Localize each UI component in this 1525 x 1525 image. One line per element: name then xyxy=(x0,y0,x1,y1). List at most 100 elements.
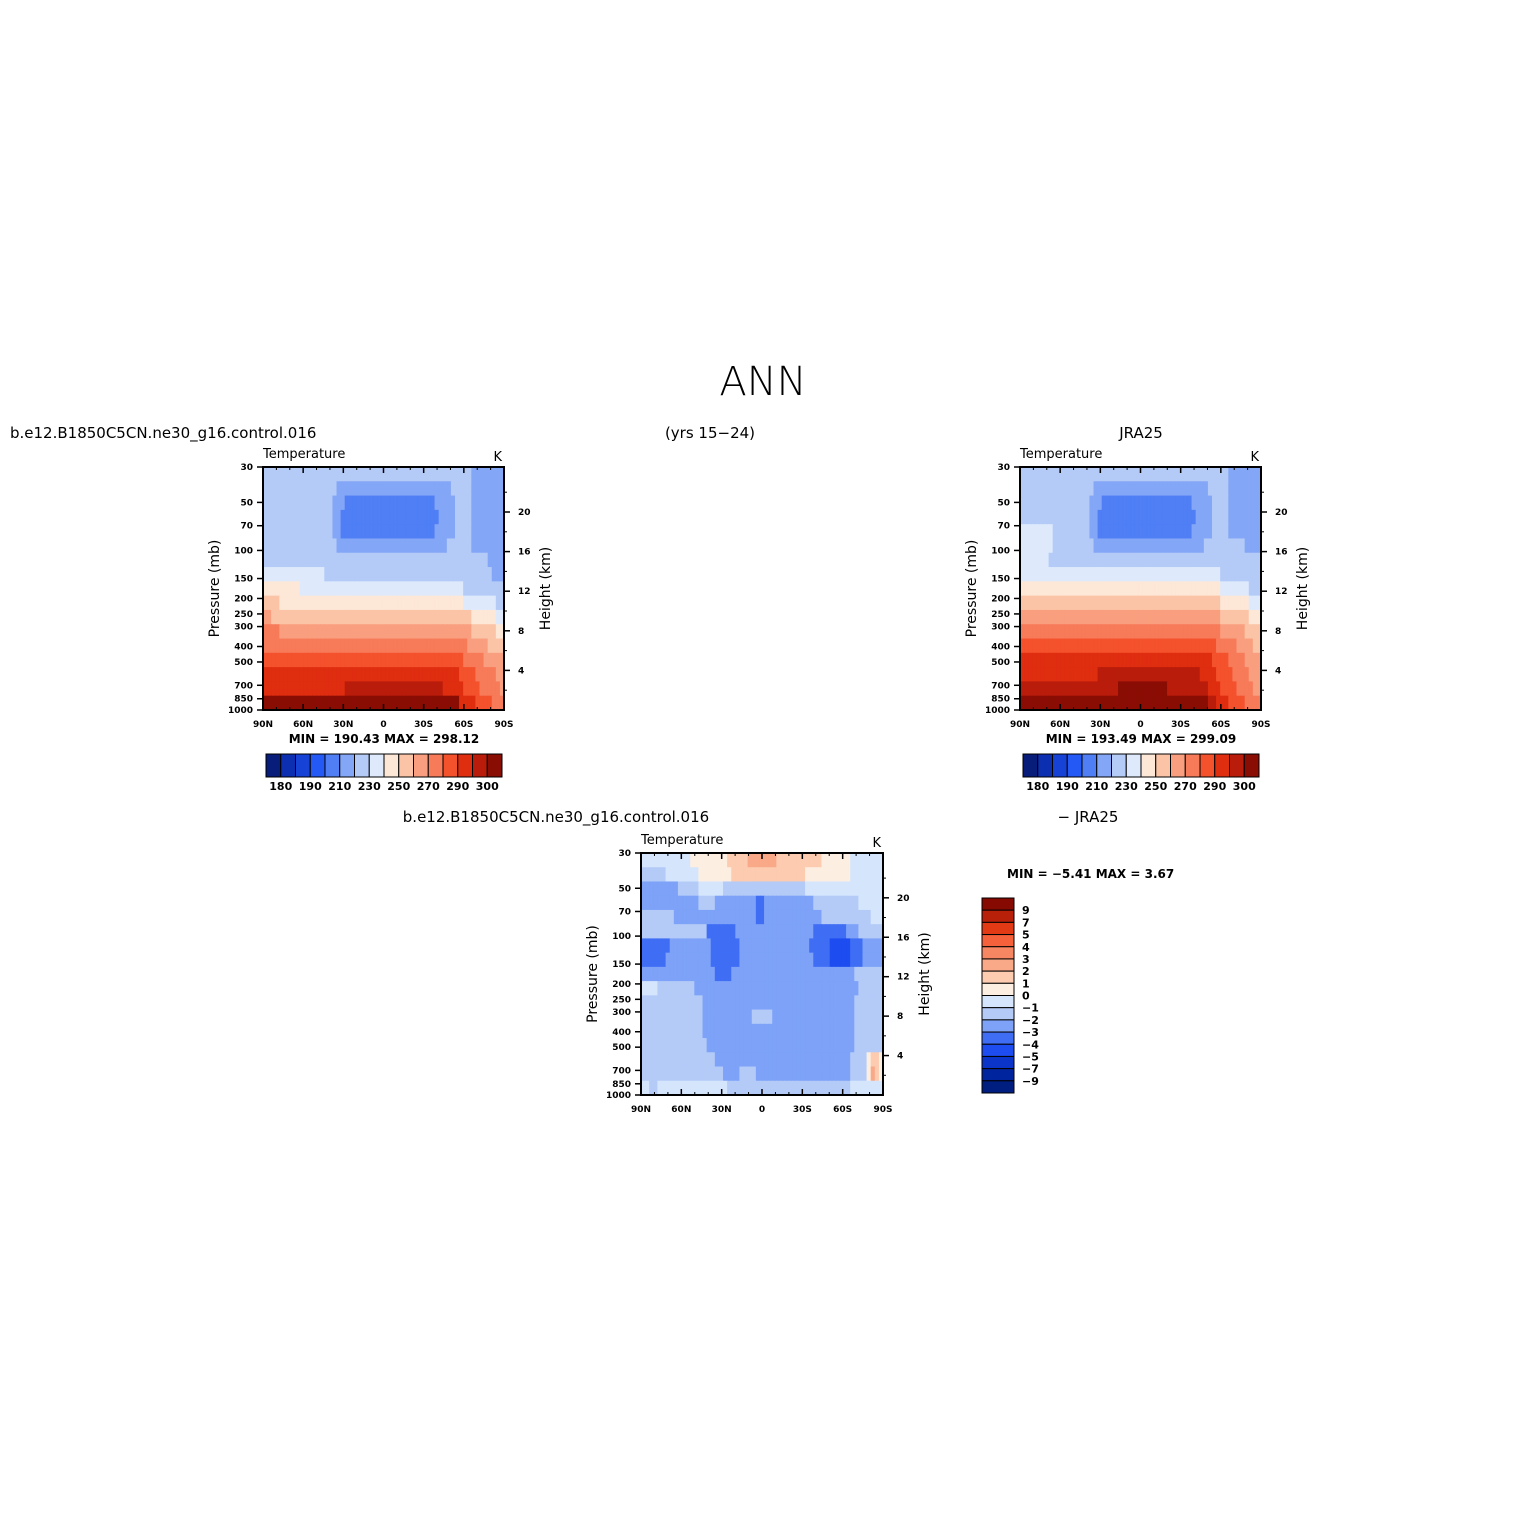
contour-cell xyxy=(837,895,843,911)
contour-cell xyxy=(698,981,704,996)
contour-cell xyxy=(751,981,757,996)
contour-cell xyxy=(1248,667,1254,683)
contour-cell xyxy=(1211,667,1217,683)
contour-cell xyxy=(1028,467,1033,482)
contour-cell xyxy=(813,881,818,897)
contour-cell xyxy=(303,609,309,625)
contour-cell xyxy=(1146,552,1152,568)
contour-cell xyxy=(825,995,831,1011)
contour-cell xyxy=(442,481,448,497)
contour-cell xyxy=(467,567,472,582)
contour-cell xyxy=(463,567,468,582)
contour-cell xyxy=(874,909,880,925)
contour-cell xyxy=(381,481,387,497)
contour-cell xyxy=(784,909,790,925)
contour-cell xyxy=(862,909,868,925)
contour-cell xyxy=(1171,538,1176,554)
contour-cell xyxy=(1081,609,1086,625)
contour-cell xyxy=(499,552,505,568)
contour-cell xyxy=(1122,652,1127,668)
contour-cell xyxy=(1089,595,1095,611)
contour-cell xyxy=(414,695,419,711)
contour-cell xyxy=(809,1066,814,1082)
contour-cell xyxy=(483,595,489,611)
colorbar-label: 180 xyxy=(269,780,292,793)
contour-cell xyxy=(1236,524,1242,540)
contour-cell xyxy=(833,938,839,954)
contour-cell xyxy=(434,467,440,482)
contour-cell xyxy=(739,867,745,883)
y-pressure-label: 30 xyxy=(240,463,253,473)
contour-cell xyxy=(361,609,366,625)
min-max-stats: MIN = 193.49 MAX = 299.09 xyxy=(1046,732,1237,746)
colorbar-box xyxy=(1125,753,1142,778)
contour-cell xyxy=(1081,481,1086,497)
contour-cell xyxy=(1228,681,1233,697)
contour-cell xyxy=(805,909,810,925)
colorbar-label: 190 xyxy=(1056,780,1079,793)
contour-cell xyxy=(796,1052,802,1068)
contour-cell xyxy=(307,681,313,697)
contour-cell xyxy=(385,481,391,497)
contour-cell xyxy=(356,681,362,697)
y-pressure-label: 400 xyxy=(234,643,253,653)
contour-cell xyxy=(645,1052,650,1068)
contour-cell xyxy=(1150,467,1156,482)
contour-cell xyxy=(755,1009,761,1025)
contour-cell xyxy=(710,895,716,911)
contour-cell xyxy=(365,567,370,582)
contour-cell xyxy=(430,681,436,697)
contour-cell xyxy=(878,895,884,911)
contour-cell xyxy=(1195,681,1201,697)
contour-cell xyxy=(471,695,476,711)
contour-cell xyxy=(1118,567,1123,582)
contour-cell xyxy=(426,609,432,625)
contour-cell xyxy=(706,1052,712,1068)
contour-cell xyxy=(649,881,654,897)
contour-cell xyxy=(784,938,790,954)
contour-cell xyxy=(377,595,383,611)
contour-cell xyxy=(718,853,724,868)
min-max-stats: MIN = −5.41 MAX = 3.67 xyxy=(1007,867,1174,881)
contour-cell xyxy=(312,609,317,625)
contour-cell xyxy=(267,552,272,568)
contour-cell xyxy=(487,695,493,711)
contour-cell xyxy=(1052,595,1058,611)
contour-cell xyxy=(1252,609,1258,625)
contour-cell xyxy=(813,1038,818,1053)
contour-cell xyxy=(653,1009,659,1025)
contour-cell xyxy=(1207,681,1213,697)
contour-cell xyxy=(483,667,489,683)
contour-cell xyxy=(1195,695,1201,711)
contour-cell xyxy=(784,1023,790,1039)
contour-cell xyxy=(352,638,358,654)
contour-cell xyxy=(438,481,444,497)
contour-cell xyxy=(710,1009,716,1025)
contour-cell xyxy=(1175,581,1180,597)
contour-cell xyxy=(1109,467,1115,482)
contour-cell xyxy=(414,509,419,525)
contour-cell xyxy=(1024,509,1029,525)
contour-cell xyxy=(673,981,679,996)
contour-cell xyxy=(731,938,736,954)
contour-cell xyxy=(1211,509,1217,525)
contour-cell xyxy=(307,567,313,582)
contour-cell xyxy=(271,567,276,582)
contour-cell xyxy=(446,524,452,540)
contour-cell xyxy=(438,538,444,554)
contour-cell xyxy=(747,1066,753,1082)
contour-cell xyxy=(800,1038,806,1053)
contour-cell xyxy=(491,509,497,525)
contour-cell xyxy=(821,895,827,911)
contour-cell xyxy=(1060,695,1066,711)
contour-cell xyxy=(369,552,374,568)
contour-cell xyxy=(1171,481,1176,497)
contour-cell xyxy=(491,595,497,611)
contour-cell xyxy=(800,1080,806,1096)
contour-cell xyxy=(870,924,876,940)
contour-cell xyxy=(805,981,810,996)
contour-cell xyxy=(434,524,440,540)
contour-cell xyxy=(1203,538,1209,554)
contour-cell xyxy=(755,1066,761,1082)
